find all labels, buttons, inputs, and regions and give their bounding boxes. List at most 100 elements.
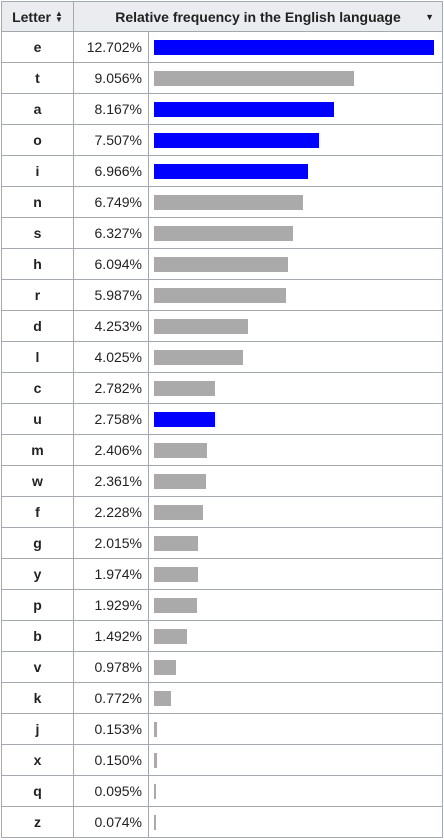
letter-cell: x [1, 744, 74, 776]
table-row: s 6.327% [1, 217, 443, 249]
frequency-value-label: 2.015% [73, 527, 149, 559]
sort-descending-icon: ▼ [425, 11, 434, 22]
frequency-bar [154, 349, 243, 365]
frequency-bar [154, 225, 293, 241]
frequency-value-label: 2.406% [73, 434, 149, 466]
bar-cell [148, 31, 443, 63]
letter-column-label: Letter [12, 8, 51, 25]
letter-cell: m [1, 434, 74, 466]
frequency-column-header[interactable]: Relative frequency in the English langua… [73, 1, 443, 32]
frequency-value-label: 12.702% [73, 31, 149, 63]
frequency-value-label: 4.025% [73, 341, 149, 373]
table-row: b 1.492% [1, 620, 443, 652]
frequency-bar [154, 721, 157, 737]
frequency-value-label: 0.150% [73, 744, 149, 776]
bar-cell [148, 465, 443, 497]
frequency-bar [154, 752, 157, 768]
frequency-bar [154, 535, 198, 551]
table-row: l 4.025% [1, 341, 443, 373]
frequency-value-label: 0.772% [73, 682, 149, 714]
table-row: h 6.094% [1, 248, 443, 280]
frequency-bar [154, 163, 308, 179]
letter-cell: t [1, 62, 74, 94]
bar-cell [148, 744, 443, 776]
table-row: p 1.929% [1, 589, 443, 621]
letter-cell: i [1, 155, 74, 187]
bar-cell [148, 372, 443, 404]
bar-cell [148, 403, 443, 435]
table-row: j 0.153% [1, 713, 443, 745]
table-row: m 2.406% [1, 434, 443, 466]
letter-cell: u [1, 403, 74, 435]
frequency-value-label: 6.327% [73, 217, 149, 249]
table-row: g 2.015% [1, 527, 443, 559]
frequency-value-label: 0.095% [73, 775, 149, 807]
frequency-value-label: 0.074% [73, 806, 149, 838]
letter-cell: a [1, 93, 74, 125]
table-row: q 0.095% [1, 775, 443, 807]
table-row: d 4.253% [1, 310, 443, 342]
letter-cell: e [1, 31, 74, 63]
table-row: c 2.782% [1, 372, 443, 404]
table-row: o 7.507% [1, 124, 443, 156]
frequency-value-label: 2.782% [73, 372, 149, 404]
frequency-bar [154, 566, 198, 582]
frequency-bar [154, 597, 197, 613]
frequency-value-label: 6.966% [73, 155, 149, 187]
table-row: f 2.228% [1, 496, 443, 528]
letter-cell: n [1, 186, 74, 218]
sort-both-icon: ▲ ▼ [54, 8, 63, 24]
frequency-value-label: 2.228% [73, 496, 149, 528]
bar-cell [148, 279, 443, 311]
bar-cell [148, 124, 443, 156]
letter-cell: p [1, 589, 74, 621]
bar-cell [148, 713, 443, 745]
table-row: u 2.758% [1, 403, 443, 435]
bar-cell [148, 93, 443, 125]
frequency-bar [154, 783, 156, 799]
frequency-bar [154, 690, 171, 706]
bar-cell [148, 434, 443, 466]
table-row: e 12.702% [1, 31, 443, 63]
frequency-bar [154, 287, 286, 303]
bar-cell [148, 806, 443, 838]
letter-cell: f [1, 496, 74, 528]
table-row: i 6.966% [1, 155, 443, 187]
letter-cell: j [1, 713, 74, 745]
letter-cell: v [1, 651, 74, 683]
frequency-bar [154, 101, 334, 117]
letter-cell: c [1, 372, 74, 404]
frequency-value-label: 2.758% [73, 403, 149, 435]
bar-cell [148, 620, 443, 652]
frequency-value-label: 0.978% [73, 651, 149, 683]
frequency-value-label: 1.929% [73, 589, 149, 621]
frequency-bar [154, 814, 156, 830]
bar-cell [148, 589, 443, 621]
frequency-bar [154, 473, 206, 489]
frequency-value-label: 8.167% [73, 93, 149, 125]
letter-cell: g [1, 527, 74, 559]
table-header-row: Letter ▲ ▼ Relative frequency in the Engl… [1, 1, 443, 32]
frequency-value-label: 2.361% [73, 465, 149, 497]
bar-cell [148, 341, 443, 373]
frequency-bar [154, 442, 207, 458]
bar-cell [148, 62, 443, 94]
letter-column-header[interactable]: Letter ▲ ▼ [1, 1, 74, 32]
frequency-column-label: Relative frequency in the English langua… [115, 8, 401, 25]
frequency-bar [154, 70, 354, 86]
frequency-bar [154, 659, 176, 675]
table-row: z 0.074% [1, 806, 443, 838]
bar-cell [148, 496, 443, 528]
table-row: w 2.361% [1, 465, 443, 497]
frequency-bar [154, 318, 248, 334]
bar-cell [148, 310, 443, 342]
frequency-bar [154, 628, 187, 644]
bar-cell [148, 682, 443, 714]
frequency-value-label: 1.974% [73, 558, 149, 590]
bar-cell [148, 775, 443, 807]
frequency-bar [154, 256, 288, 272]
bar-cell [148, 558, 443, 590]
bar-cell [148, 527, 443, 559]
frequency-value-label: 6.094% [73, 248, 149, 280]
